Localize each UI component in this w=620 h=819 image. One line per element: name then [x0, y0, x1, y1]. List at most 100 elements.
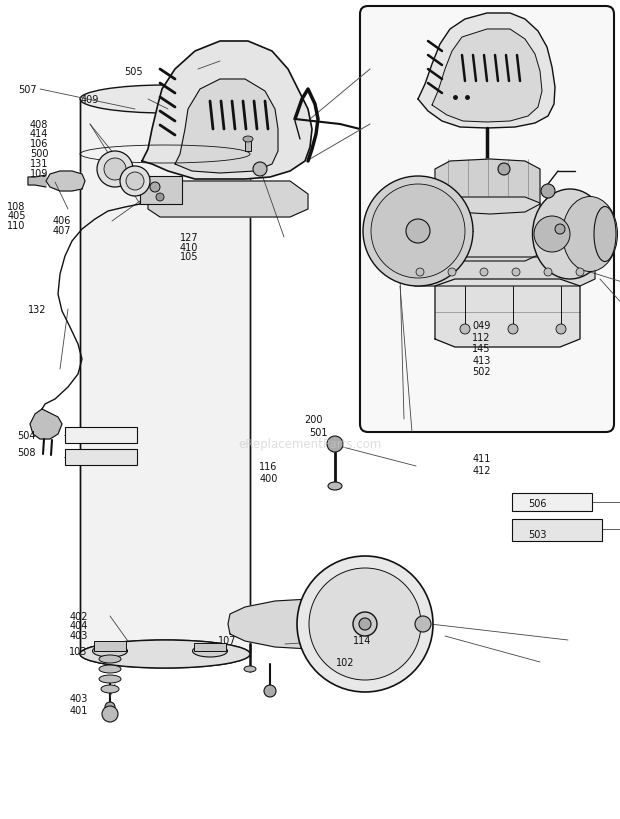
Polygon shape [142, 42, 312, 180]
Text: 200: 200 [304, 414, 322, 424]
Text: 414: 414 [30, 129, 48, 139]
Text: 131: 131 [30, 159, 48, 169]
FancyBboxPatch shape [360, 7, 614, 432]
Circle shape [576, 269, 584, 277]
Text: 112: 112 [472, 333, 491, 342]
Bar [245, 140, 251, 152]
Ellipse shape [99, 665, 121, 673]
Polygon shape [438, 197, 540, 262]
Text: 413: 413 [472, 355, 491, 365]
Circle shape [555, 224, 565, 235]
Circle shape [541, 185, 555, 199]
Text: 108: 108 [7, 201, 26, 211]
Text: 407: 407 [53, 226, 71, 236]
Text: 406: 406 [53, 216, 71, 226]
Ellipse shape [99, 675, 121, 683]
FancyBboxPatch shape [80, 102, 250, 652]
Text: 410: 410 [180, 242, 198, 252]
Circle shape [253, 163, 267, 177]
Polygon shape [228, 600, 355, 649]
Polygon shape [432, 30, 542, 123]
Text: 400: 400 [259, 473, 278, 483]
Text: 504: 504 [17, 431, 36, 441]
Text: 508: 508 [17, 447, 36, 457]
Bar [65, 428, 137, 443]
Circle shape [480, 269, 488, 277]
Circle shape [512, 269, 520, 277]
Bar [512, 519, 602, 541]
Text: 501: 501 [309, 428, 327, 437]
Text: 404: 404 [69, 621, 88, 631]
Text: 106: 106 [30, 139, 48, 149]
Circle shape [97, 152, 133, 188]
Circle shape [105, 702, 115, 713]
Polygon shape [435, 160, 540, 215]
Circle shape [359, 618, 371, 631]
Ellipse shape [244, 666, 256, 672]
Text: 411: 411 [472, 454, 491, 464]
Circle shape [309, 568, 421, 680]
Text: 103: 103 [69, 646, 88, 656]
Circle shape [416, 269, 424, 277]
Text: 402: 402 [69, 611, 88, 621]
Ellipse shape [192, 645, 228, 657]
Polygon shape [28, 176, 46, 188]
Polygon shape [30, 410, 62, 440]
Circle shape [353, 613, 377, 636]
Text: 408: 408 [30, 120, 48, 129]
Text: 049: 049 [472, 321, 491, 331]
Text: 412: 412 [472, 465, 491, 475]
Circle shape [534, 217, 570, 253]
Text: eReplacementParts.com: eReplacementParts.com [238, 438, 382, 451]
Polygon shape [175, 80, 278, 174]
Circle shape [498, 164, 510, 176]
Text: 116: 116 [259, 462, 278, 472]
Text: 405: 405 [7, 211, 26, 221]
Bar [65, 450, 137, 465]
Text: 403: 403 [69, 631, 88, 640]
Text: 127: 127 [180, 233, 198, 242]
Circle shape [150, 183, 160, 192]
Circle shape [120, 167, 150, 197]
Circle shape [460, 324, 470, 335]
Text: 506: 506 [528, 499, 547, 509]
Circle shape [363, 177, 473, 287]
Bar [140, 177, 182, 205]
Ellipse shape [92, 645, 128, 657]
Bar [94, 641, 126, 651]
Text: 409: 409 [81, 95, 99, 105]
Circle shape [126, 173, 144, 191]
Circle shape [508, 324, 518, 335]
Circle shape [156, 194, 164, 201]
Bar [512, 493, 592, 511]
Text: 145: 145 [472, 344, 491, 354]
Text: 500: 500 [30, 149, 48, 159]
Text: 403: 403 [69, 693, 88, 703]
Circle shape [406, 219, 430, 244]
Ellipse shape [562, 197, 618, 272]
Ellipse shape [243, 137, 253, 143]
Polygon shape [46, 172, 85, 192]
Polygon shape [435, 279, 580, 347]
Text: 401: 401 [69, 705, 88, 715]
Ellipse shape [99, 655, 121, 663]
Text: 107: 107 [218, 636, 237, 645]
Text: 507: 507 [19, 85, 37, 95]
Text: 110: 110 [7, 221, 26, 231]
Ellipse shape [328, 482, 342, 491]
Text: 102: 102 [336, 657, 355, 667]
Ellipse shape [80, 640, 250, 668]
Circle shape [264, 686, 276, 697]
Circle shape [371, 185, 465, 278]
Polygon shape [400, 258, 595, 287]
Text: 503: 503 [528, 529, 547, 539]
Circle shape [102, 706, 118, 722]
Bar [194, 643, 226, 651]
Text: 502: 502 [472, 367, 491, 377]
Ellipse shape [594, 207, 616, 262]
Circle shape [415, 616, 431, 632]
Polygon shape [418, 14, 555, 129]
Ellipse shape [80, 640, 250, 668]
Ellipse shape [533, 190, 608, 279]
Circle shape [544, 269, 552, 277]
